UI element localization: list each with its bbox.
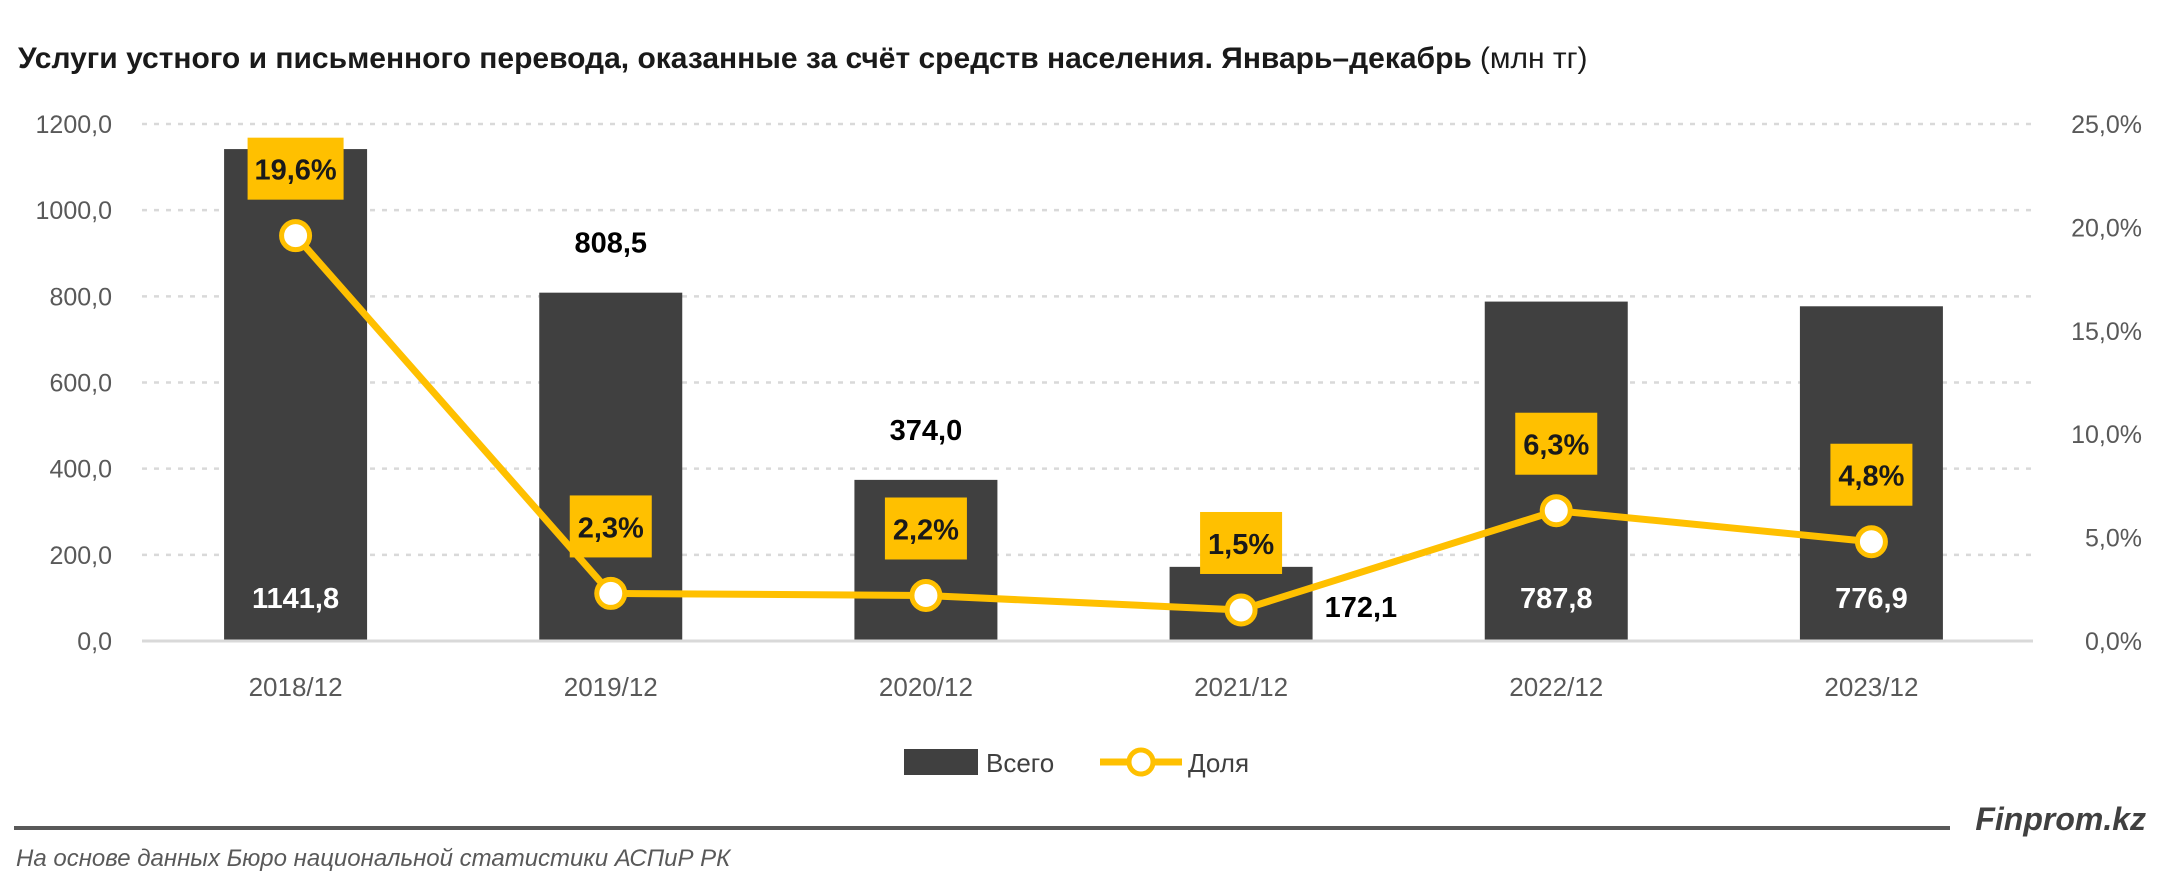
share-label-box	[1200, 511, 1283, 574]
share-marker	[909, 579, 943, 613]
share-data-label: 2,2%	[893, 515, 959, 547]
share-data-label: 1,5%	[1208, 529, 1274, 561]
legend-label-line: Доля	[1188, 748, 1249, 778]
y-right-tick-label: 15,0%	[2071, 318, 2142, 346]
share-marker	[1854, 525, 1888, 559]
share-label-box	[247, 137, 344, 200]
y-right-tick-label: 10,0%	[2071, 421, 2142, 449]
x-tick-label: 2023/12	[1824, 672, 1918, 702]
share-marker	[279, 219, 313, 253]
share-data-label: 19,6%	[254, 155, 336, 187]
share-marker	[594, 576, 628, 610]
y-left-tick-label: 200,0	[49, 542, 112, 570]
y-left-tick-label: 600,0	[49, 370, 112, 398]
x-tick-label: 2019/12	[564, 672, 658, 702]
bar-data-label: 172,1	[1325, 592, 1398, 624]
share-data-label: 4,8%	[1838, 461, 1904, 493]
bar-data-label: 374,0	[890, 415, 963, 447]
share-marker	[1224, 593, 1258, 627]
share-data-label: 6,3%	[1523, 430, 1589, 462]
bar-data-label: 1141,8	[252, 583, 339, 615]
share-marker	[1539, 494, 1573, 528]
brand-logo: Finprom.kz	[1975, 801, 2146, 837]
source-note: На основе данных Бюро национальной стати…	[16, 845, 732, 872]
y-right-tick-label: 0,0%	[2085, 628, 2142, 656]
x-tick-label: 2022/12	[1509, 672, 1603, 702]
x-tick-label: 2018/12	[249, 672, 343, 702]
y-right-tick-label: 25,0%	[2071, 111, 2142, 139]
share-label-box	[884, 497, 967, 560]
x-tick-label: 2020/12	[879, 672, 973, 702]
y-right-tick-label: 5,0%	[2085, 525, 2142, 553]
share-label-box	[569, 495, 652, 558]
bar-data-label: 776,9	[1835, 583, 1908, 615]
y-left-tick-label: 400,0	[49, 456, 112, 484]
legend-swatch-bar	[904, 749, 978, 775]
legend-marker	[1126, 747, 1156, 777]
title-unit: (млн тг)	[1480, 42, 1588, 75]
share-label-box	[1830, 443, 1913, 506]
chart-title: Услуги устного и письменного перевода, о…	[18, 42, 1588, 75]
x-tick-label: 2021/12	[1194, 672, 1288, 702]
y-left-tick-label: 1200,0	[36, 111, 112, 139]
y-left-tick-label: 0,0	[77, 628, 112, 656]
share-label-box	[1515, 412, 1598, 475]
bar-data-label: 787,8	[1520, 583, 1593, 615]
legend: Всего Доля	[904, 747, 1249, 778]
y-left-tick-label: 800,0	[49, 283, 112, 311]
share-data-label: 2,3%	[578, 512, 644, 544]
legend-label-bar: Всего	[986, 748, 1054, 778]
bar-data-label: 808,5	[574, 228, 647, 260]
y-left-tick-label: 1000,0	[36, 197, 112, 225]
y-right-tick-label: 20,0%	[2071, 214, 2142, 242]
share-line	[292, 233, 1872, 614]
